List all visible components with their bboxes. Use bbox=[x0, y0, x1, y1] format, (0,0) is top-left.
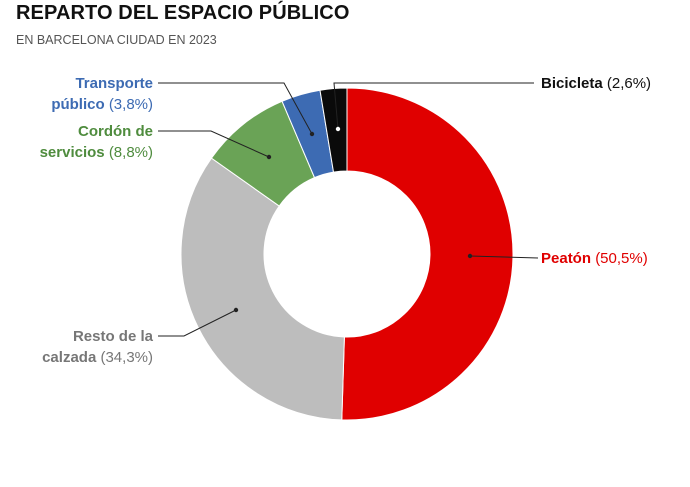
label-resto-pct: (34,3%) bbox=[100, 349, 153, 366]
label-cordon-line1: Cordón de bbox=[78, 123, 153, 140]
label-resto: Resto de la calzada (34,3%) bbox=[42, 326, 153, 368]
leader-resto-dot bbox=[233, 307, 239, 313]
leader-cordon-dot bbox=[266, 154, 272, 160]
leader-transporte bbox=[158, 82, 313, 135]
label-cordon-pct: (8,8%) bbox=[108, 144, 153, 161]
label-peaton-pct: (50,5%) bbox=[595, 250, 648, 267]
leader-resto bbox=[158, 309, 237, 337]
label-resto-line2: calzada bbox=[42, 349, 97, 366]
leader-bicicleta-dot bbox=[335, 126, 341, 132]
slice-peaton bbox=[341, 87, 514, 421]
chart-title: REPARTO DEL ESPACIO PÚBLICO bbox=[16, 2, 350, 24]
leader-transporte-dot bbox=[309, 131, 315, 137]
chart-subtitle: EN BARCELONA CIUDAD EN 2023 bbox=[16, 33, 217, 47]
label-bicicleta-pct: (2,6%) bbox=[606, 75, 652, 92]
label-peaton: Peatón (50,5%) bbox=[541, 248, 648, 269]
label-transporte-pct: (3,8%) bbox=[108, 96, 153, 113]
label-cordon: Cordón de servicios (8,8%) bbox=[40, 121, 153, 163]
slice-bicicleta bbox=[319, 87, 348, 173]
label-transporte: Transporte público (3,8%) bbox=[51, 73, 153, 115]
leader-peaton-dot bbox=[467, 253, 473, 259]
label-bicicleta: Bicicleta (2,6%) bbox=[541, 73, 651, 94]
label-transporte-line2: público bbox=[51, 96, 105, 113]
label-resto-line1: Resto de la bbox=[72, 328, 153, 345]
label-cordon-line2: servicios bbox=[39, 144, 105, 161]
label-bicicleta-name: Bicicleta bbox=[541, 75, 603, 92]
slice-resto bbox=[180, 157, 345, 421]
leader-peaton bbox=[469, 255, 539, 259]
leader-cordon bbox=[158, 130, 270, 158]
label-peaton-name: Peatón bbox=[541, 250, 592, 267]
leader-bicicleta bbox=[333, 82, 534, 130]
label-transporte-line1: Transporte bbox=[75, 75, 153, 92]
